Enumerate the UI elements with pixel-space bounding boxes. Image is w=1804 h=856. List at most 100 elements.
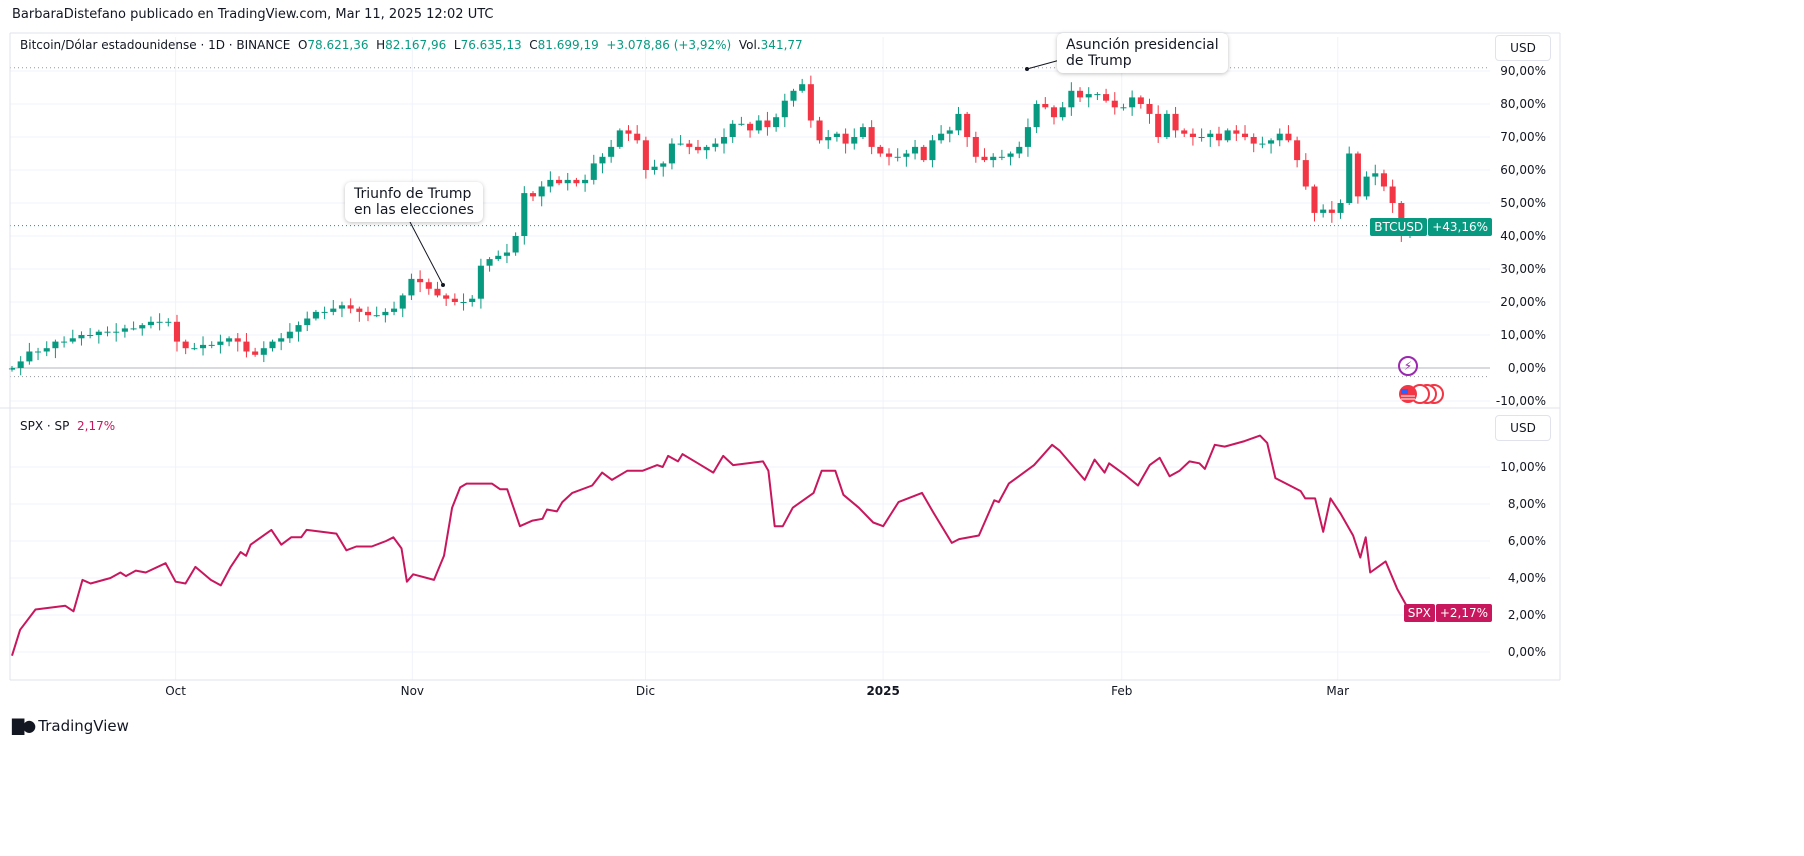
axes: 90,00% 80,00% 70,00% 60,00% 50,00% 40,00% 30,0… [165,64,1546,698]
candle-up [998,156,1005,158]
candle-up [269,341,276,349]
candle-up [1016,146,1023,154]
candle-up [512,236,519,253]
candle-up [712,143,719,147]
candle-up [278,338,285,342]
candle-up [1207,133,1214,137]
candle-up [312,311,319,319]
candle-up [191,348,198,350]
candle-up [113,331,120,333]
candle-up [660,163,667,167]
main-ytick-label: 50,00% [1500,196,1546,210]
chart-canvas[interactable]: 90,00% 80,00% 70,00% 60,00% 50,00% 40,00% 30,0… [0,0,1804,740]
tradingview-logo[interactable]: ▇● TradingView [12,716,129,735]
election-annotation[interactable]: Triunfo de Trump en las elecciones [345,182,483,222]
candle-up [790,90,797,101]
candle-up [1268,140,1275,144]
candle-down [364,311,372,316]
xtick-label: 2025 [866,684,899,698]
volume-value: 341,77 [760,38,803,52]
candle-up [408,278,415,296]
candle-down [234,338,241,342]
candle-up [990,156,997,161]
candle-up [729,123,736,137]
btc-price-tag: BTCUSD +43,16% [1370,218,1492,236]
candle-up [43,348,50,352]
candle-down [173,321,181,342]
high-label: H [376,38,386,52]
candle-up [538,186,545,197]
main-legend[interactable]: Bitcoin/Dólar estadounidense · 1D · BINA… [20,38,803,52]
spx-ytick-label: 10,00% [1500,460,1546,474]
candle-up [217,341,224,345]
xtick-label: Nov [401,684,424,698]
currency-button-main[interactable]: USD [1495,35,1551,61]
change-value: +3.078,86 (+3,92%) [606,38,732,52]
spx-ytick-label: 8,00% [1508,497,1546,511]
candle-down [964,113,971,137]
inauguration-annotation-line [1026,59,1061,70]
spx-value: 2,17% [77,419,116,433]
inauguration-annotation-dot [1025,67,1029,71]
candle-down [425,282,432,289]
main-ytick-label: 70,00% [1500,130,1546,144]
candle-down [1294,140,1301,161]
candle-up [1337,203,1344,213]
spx-ytick-label: 4,00% [1508,571,1546,585]
candle-up [61,341,68,343]
candle-up [199,344,207,349]
candle-up [851,137,858,144]
candle-up [773,117,780,128]
candle-down [1111,100,1118,108]
candle-up [1007,153,1014,157]
main-ytick-label: 90,00% [1500,64,1546,78]
candle-up [139,325,146,329]
candle-down [747,123,754,131]
candle-down [1354,153,1361,197]
candle-up [1120,107,1127,109]
candle-down [807,84,814,121]
xtick-label: Mar [1326,684,1349,698]
candle-up [87,335,94,336]
candle-down [816,120,823,141]
candle-down [634,133,641,141]
candle-down [868,127,875,147]
candle-up [929,140,936,161]
main-ytick-label: -10,00% [1496,394,1546,408]
candle-down [451,298,458,302]
spx-ytick-label: 2,00% [1508,608,1546,622]
candle-up [104,331,111,333]
spx-tag-name: SPX [1403,604,1435,622]
btc-candles [8,75,1414,376]
candle-up [147,321,154,326]
tradingview-brand: TradingView [38,716,129,735]
us-flag-event-icon[interactable] [1398,384,1446,404]
election-annotation-line1: Triunfo de Trump [354,186,472,202]
spx-legend[interactable]: SPX · SP 2,17% [20,419,115,433]
candle-up [1024,127,1031,147]
high-value: 82.167,96 [385,38,447,52]
candle-up [1068,90,1075,108]
currency-button-spx[interactable]: USD [1495,415,1551,441]
volume-label: Vol. [738,38,761,52]
inauguration-annotation[interactable]: Asunción presidencial de Trump [1057,33,1228,73]
open-label: O [297,38,308,52]
candle-down [1250,137,1257,144]
candle-down [573,179,580,184]
lightning-icon[interactable]: ⚡ [1398,356,1418,376]
candle-up [1059,107,1066,118]
candle-down [885,153,893,157]
candle-down [1233,130,1240,134]
candle-up [903,153,910,157]
candle-down [642,140,649,170]
candle-up [1198,137,1205,138]
candle-down [1189,133,1196,137]
candle-up [260,348,267,355]
candle-up [1033,104,1040,128]
candle-up [17,361,24,368]
election-annotation-line [409,221,444,286]
candle-up [226,338,233,342]
symbol-title: Bitcoin/Dólar estadounidense · 1D · BINA… [20,38,291,52]
candle-up [590,163,597,180]
candle-down [981,156,988,161]
